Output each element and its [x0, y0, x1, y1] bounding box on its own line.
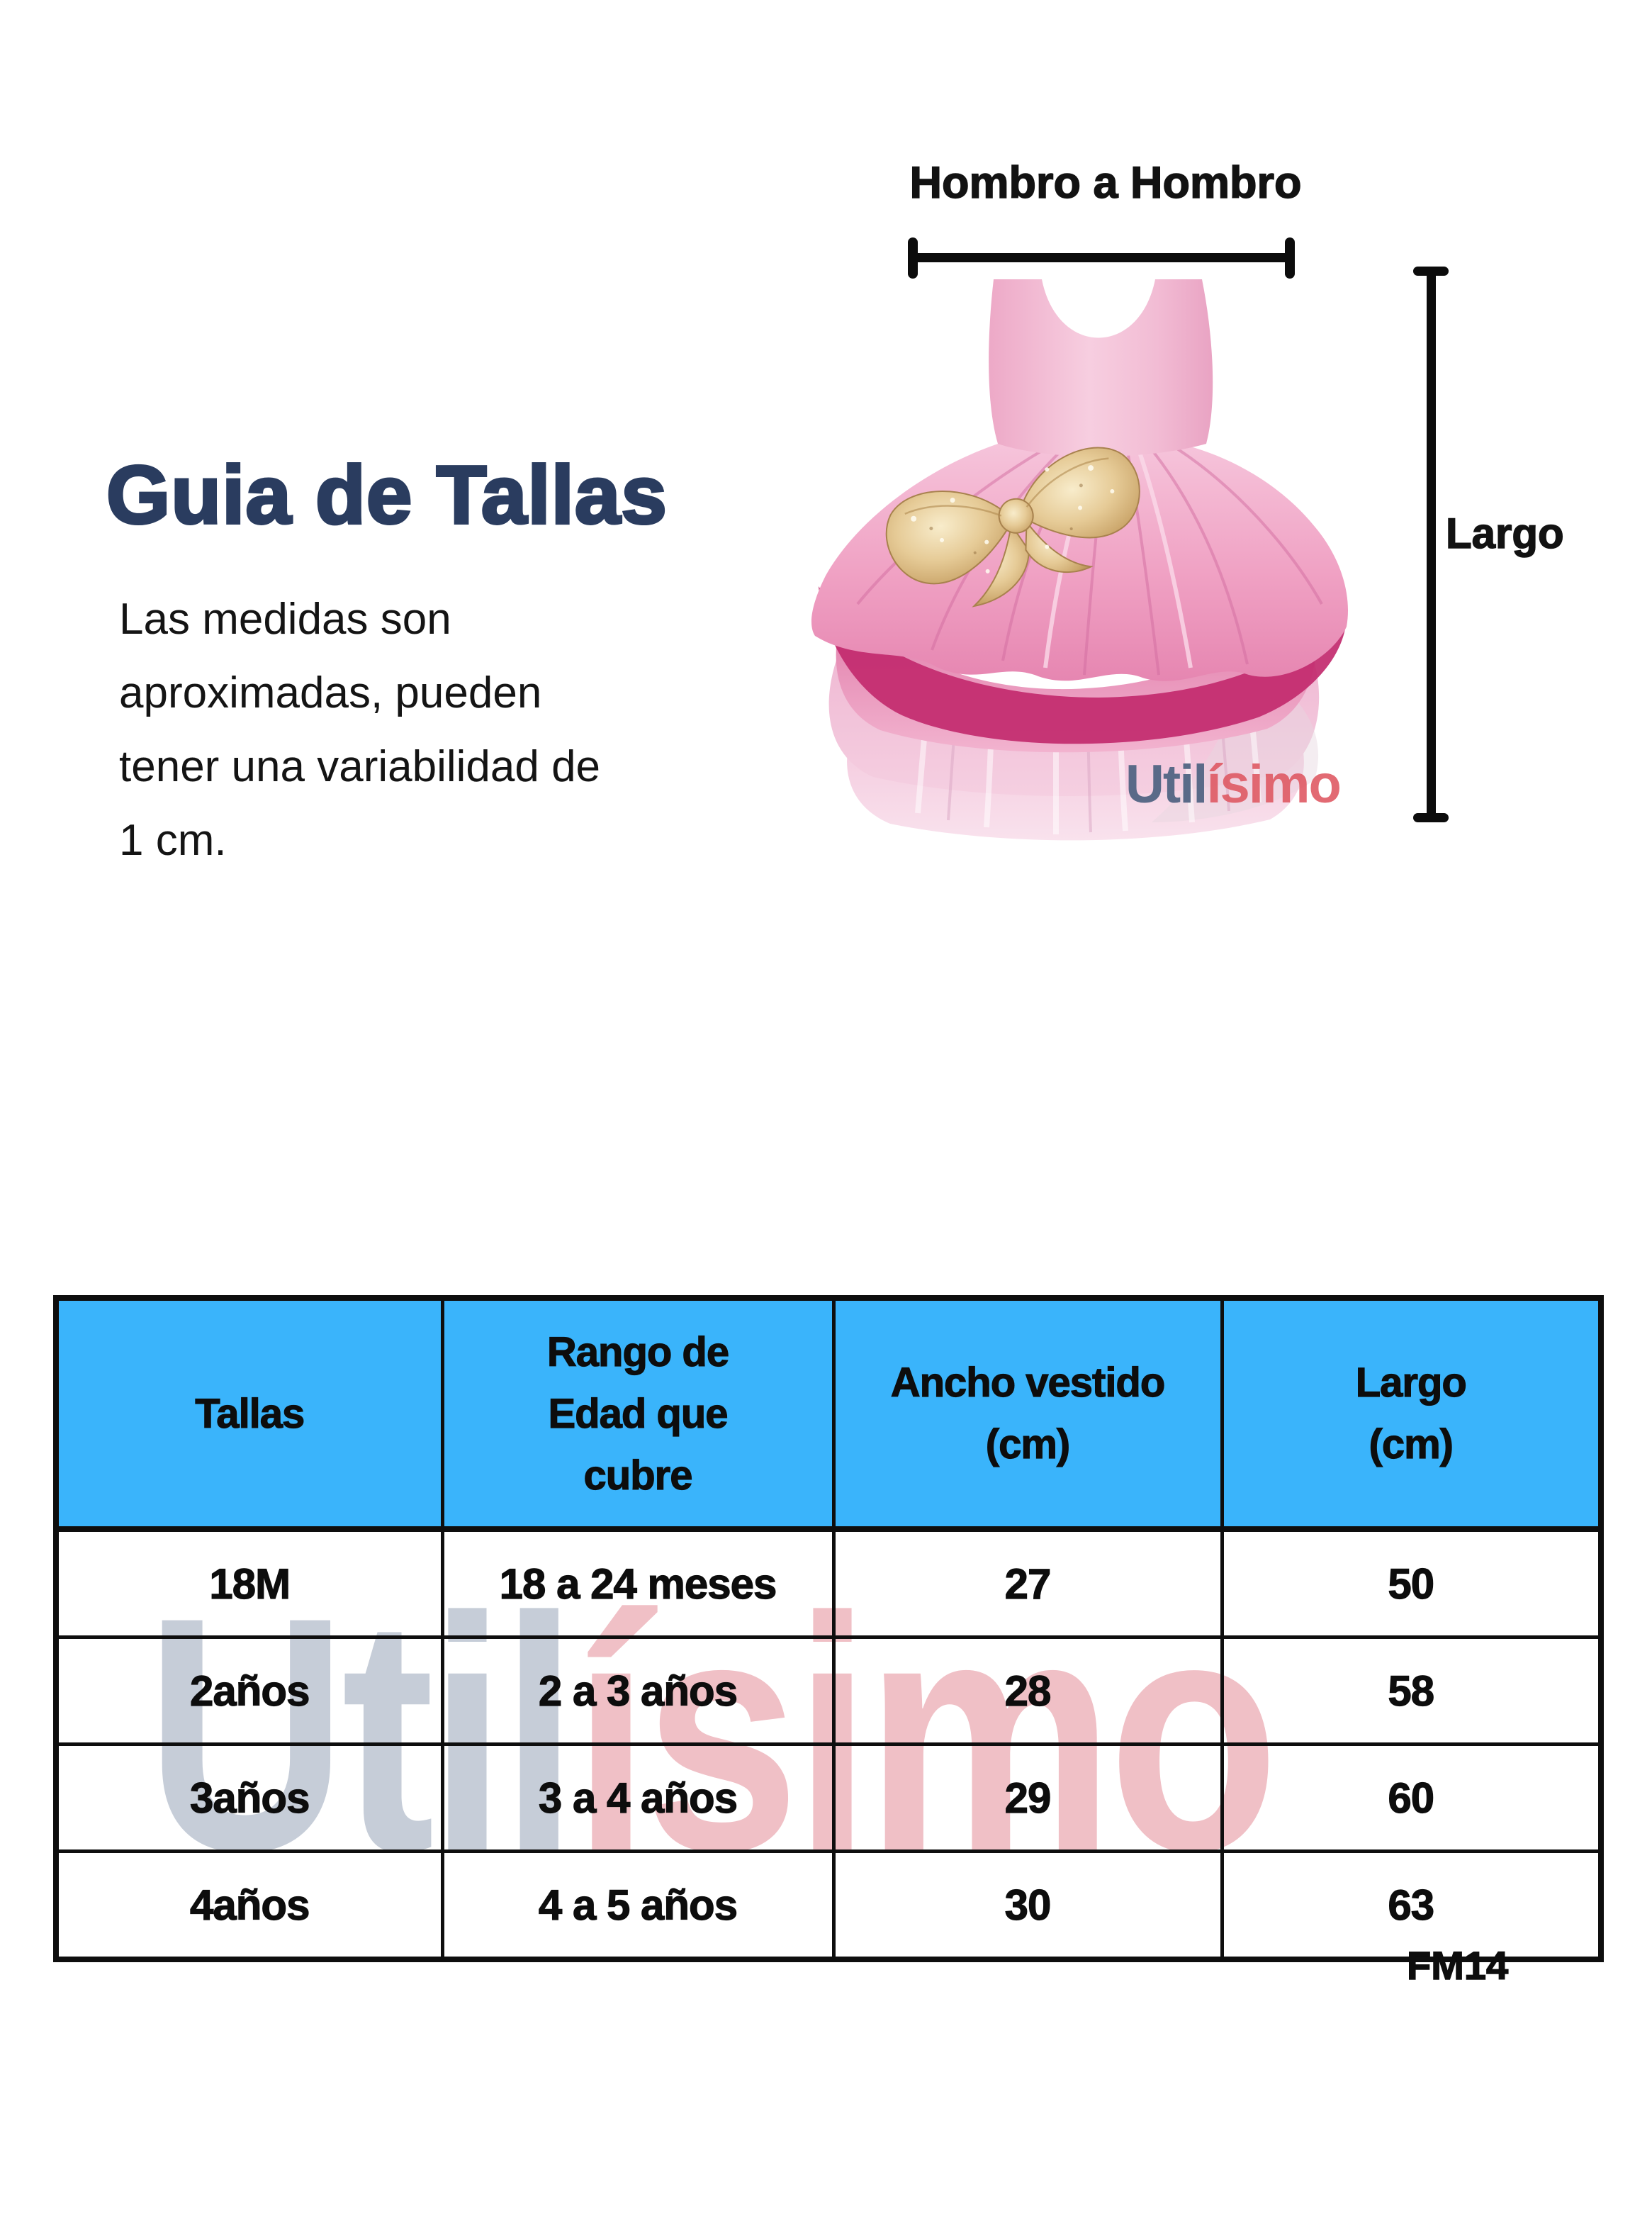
bow-sparkles [911, 465, 1115, 573]
size-table: Tallas Rango de Edad que cubre Ancho ves… [53, 1295, 1604, 1962]
bow-right-wing [1022, 447, 1140, 539]
page-title: Guia de Tallas [105, 449, 668, 541]
cell-ancho: 30 [831, 1849, 1224, 1961]
bow-fold-lines [904, 457, 1109, 517]
cell-talla: 3años [54, 1742, 444, 1853]
dress-illustration: Utilísimo [751, 264, 1389, 852]
column-header-rango-edad: Rango de Edad que cubre [440, 1296, 836, 1532]
cell-largo: 58 [1220, 1635, 1603, 1746]
table-row: 18M 18 a 24 meses 27 50 [54, 1527, 1603, 1639]
table-row: 3años 3 a 4 años 29 60 [54, 1742, 1603, 1853]
cell-rango-edad: 3 a 4 años [440, 1742, 836, 1853]
table-row: 2años 2 a 3 años 28 58 [54, 1635, 1603, 1746]
length-measure-line [1427, 272, 1436, 816]
cell-rango-edad: 4 a 5 años [440, 1849, 836, 1961]
dress-watermark-part1: Util [1125, 754, 1206, 815]
bow-left-tail [972, 522, 1030, 608]
cell-ancho: 29 [831, 1742, 1224, 1853]
cell-largo: 60 [1220, 1742, 1603, 1853]
cell-largo: 63 [1220, 1849, 1603, 1961]
cell-largo: 50 [1220, 1527, 1603, 1639]
dress-bodice [989, 279, 1213, 457]
dress-watermark: Utilísimo [1125, 754, 1340, 815]
bow-left-wing [885, 491, 1012, 585]
cell-rango-edad: 18 a 24 meses [440, 1527, 836, 1639]
dress-watermark-part2: ísimo [1206, 754, 1340, 815]
cell-talla: 18M [54, 1527, 444, 1639]
shoulder-measure-line [913, 253, 1290, 262]
column-header-largo: Largo (cm) [1220, 1296, 1603, 1532]
model-code: FM14 [1406, 1942, 1509, 1988]
bow-speckles [929, 483, 1083, 554]
column-header-tallas: Tallas [54, 1296, 444, 1532]
table-row: 4años 4 a 5 años 30 63 [54, 1849, 1603, 1961]
shoulder-measure-line-right-cap [1285, 237, 1295, 279]
cell-rango-edad: 2 a 3 años [440, 1635, 836, 1746]
dress-svg: Utilísimo [811, 279, 1349, 841]
shoulder-to-shoulder-label: Hombro a Hombro [909, 157, 1303, 208]
bow-knot [998, 498, 1034, 534]
dress-bow [885, 447, 1140, 608]
length-measure-line-top-cap [1413, 267, 1449, 276]
length-label: Largo [1445, 509, 1564, 558]
length-measure-line-bottom-cap [1413, 813, 1449, 822]
measurement-note: Las medidas son aproximadas, pueden tene… [119, 595, 601, 866]
cell-ancho: 27 [831, 1527, 1224, 1639]
dress-skirt-shadow [819, 586, 1347, 744]
cell-talla: 2años [54, 1635, 444, 1746]
column-header-ancho-vestido: Ancho vestido (cm) [831, 1296, 1224, 1532]
cell-talla: 4años [54, 1849, 444, 1961]
cell-ancho: 28 [831, 1635, 1224, 1746]
size-table-header-row: Tallas Rango de Edad que cubre Ancho ves… [54, 1296, 1603, 1532]
